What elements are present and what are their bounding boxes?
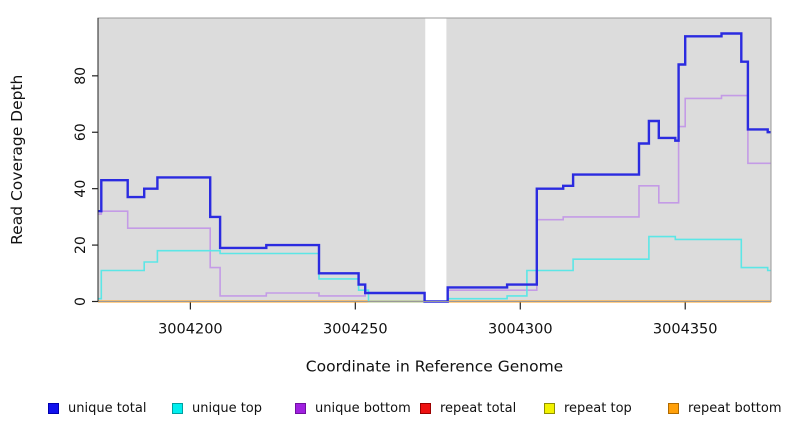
legend-item-repeat-total: repeat total	[420, 400, 516, 416]
unique-total-swatch-icon	[48, 402, 59, 414]
unique-bottom-swatch-icon	[295, 402, 306, 414]
x-tick-label: 3004250	[323, 322, 388, 338]
repeat-top-swatch-icon	[544, 402, 555, 414]
x-tick-label: 3004300	[488, 322, 553, 338]
legend-item-repeat-top: repeat top	[544, 400, 632, 416]
x-tick-label: 3004350	[653, 322, 718, 338]
legend-label: repeat top	[564, 400, 632, 416]
chart-legend: unique total unique top unique bottom re…	[0, 396, 792, 424]
repeat-bottom-swatch-icon	[668, 402, 679, 414]
y-axis-title: Read Coverage Depth	[8, 75, 26, 245]
y-tick-label: 40	[73, 180, 89, 198]
coverage-gap-band	[425, 18, 447, 302]
x-axis-title: Coordinate in Reference Genome	[306, 358, 563, 376]
legend-item-unique-total: unique total	[48, 400, 146, 416]
y-tick-label: 80	[73, 67, 89, 85]
chart-area: 0 20 40 60 80 3004200 3004250 3004300 3004350 Coo…	[8, 17, 772, 376]
legend-item-repeat-bottom: repeat bottom	[668, 400, 782, 416]
y-tick-label: 0	[73, 297, 89, 306]
series-unique-total	[98, 32, 771, 303]
legend-label: unique bottom	[315, 400, 411, 416]
legend-label: repeat total	[440, 400, 517, 416]
legend-label: unique top	[192, 400, 263, 416]
legend-label: unique total	[68, 400, 147, 416]
legend-item-unique-bottom: unique bottom	[295, 400, 411, 416]
repeat-total-swatch-icon	[420, 402, 431, 414]
unique-top-swatch-icon	[172, 402, 183, 414]
coverage-step-chart: 0 20 40 60 80 3004200 3004250 3004300 3004350 Coo…	[8, 17, 772, 376]
legend-label: repeat bottom	[688, 400, 782, 416]
x-tick-label: 3004200	[158, 322, 223, 338]
y-tick-label: 60	[73, 123, 89, 141]
y-tick-label: 20	[73, 236, 89, 254]
legend-item-unique-top: unique top	[172, 400, 262, 416]
